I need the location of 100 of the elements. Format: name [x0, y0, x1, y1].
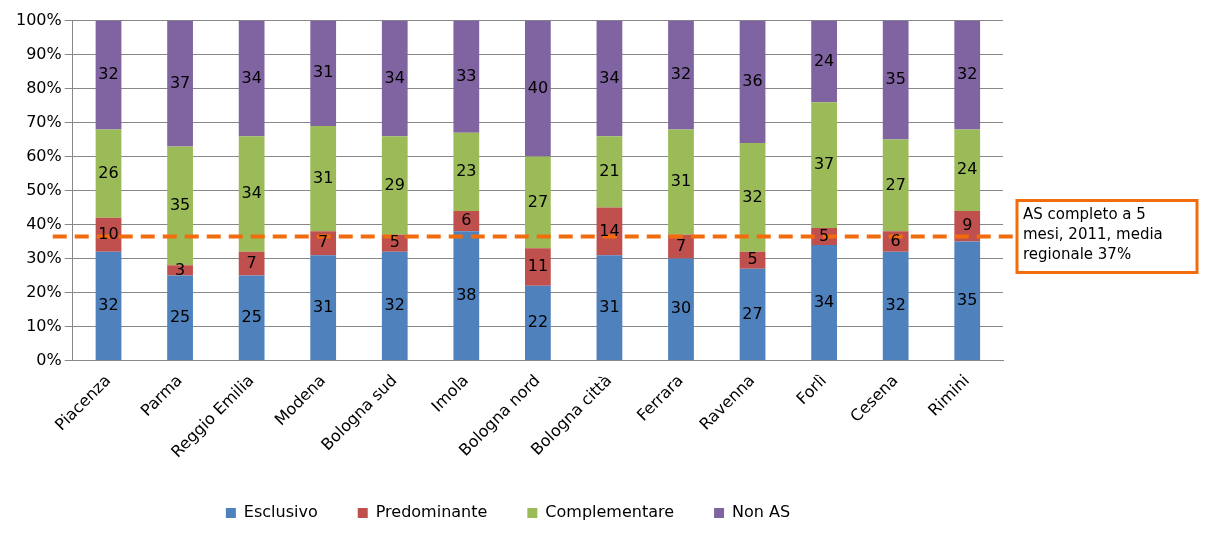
data-label: 32	[98, 64, 119, 84]
y-tick-label: 20%	[26, 281, 62, 301]
bar	[95, 129, 122, 218]
bar	[95, 251, 122, 361]
bar	[739, 20, 766, 143]
y-tick-label: 90%	[26, 43, 62, 63]
data-label: 27	[527, 191, 549, 211]
bar	[381, 20, 408, 137]
data-label: 32	[384, 295, 405, 315]
ref-line-label: AS completo a 5 mesi, 2011, media regionale 37%	[1023, 204, 1163, 263]
y-tick-label: 100%	[15, 9, 62, 29]
data-label: 31	[313, 296, 334, 316]
bar	[167, 20, 193, 147]
data-label: 31	[313, 62, 334, 82]
data-label: 35	[957, 289, 978, 309]
bar	[238, 275, 265, 361]
bar	[524, 248, 551, 286]
data-label: 5	[389, 232, 400, 252]
data-label: 35	[169, 195, 191, 215]
data-label: 24	[813, 50, 835, 70]
bar	[882, 139, 909, 232]
bar	[238, 251, 265, 276]
data-label: 33	[456, 65, 477, 85]
data-label: 10	[98, 223, 119, 243]
data-label: 32	[670, 64, 692, 84]
data-label: 36	[742, 70, 763, 90]
bar	[453, 20, 480, 133]
legend-label: Non AS	[732, 502, 791, 522]
bar	[167, 275, 193, 361]
y-tick-label: 30%	[26, 247, 62, 267]
bar	[167, 265, 193, 276]
data-label: 34	[241, 67, 262, 87]
data-label: 34	[384, 67, 405, 87]
data-label: 26	[98, 162, 119, 182]
bar	[954, 129, 981, 211]
data-label: 31	[313, 167, 334, 187]
bar	[596, 255, 623, 361]
legend-label: Complementare	[545, 502, 675, 522]
data-label: 25	[169, 306, 191, 326]
data-label: 3	[174, 259, 186, 279]
data-label: 34	[599, 67, 620, 87]
data-label: 34	[241, 183, 262, 203]
data-label: 29	[384, 174, 405, 194]
data-label: 14	[599, 220, 620, 240]
data-label: 25	[241, 306, 262, 326]
data-label: 24	[957, 159, 978, 179]
bar	[811, 20, 837, 103]
data-label: 7	[675, 235, 687, 255]
data-label: 6	[890, 230, 901, 250]
data-label: 21	[599, 161, 620, 181]
bar	[310, 125, 337, 232]
data-label: 32	[98, 295, 119, 315]
bar	[596, 136, 623, 208]
y-tick-label: 40%	[26, 213, 62, 233]
y-tick-label: 80%	[26, 77, 62, 97]
bar	[381, 251, 408, 361]
bar	[453, 132, 480, 211]
data-label: 27	[885, 174, 906, 194]
bar	[882, 20, 909, 140]
y-tick-label: 50%	[26, 179, 62, 199]
bar	[524, 156, 551, 249]
data-label: 30	[670, 298, 692, 318]
bar	[381, 136, 408, 235]
data-label: 34	[813, 291, 835, 311]
bar	[238, 136, 265, 252]
data-label: 6	[461, 210, 472, 230]
data-label: 37	[813, 154, 835, 174]
data-label: 7	[246, 252, 257, 272]
data-label: 5	[747, 249, 758, 269]
data-label: 38	[456, 284, 477, 304]
bar	[811, 102, 837, 228]
data-label: 23	[456, 161, 477, 181]
data-label: 32	[957, 64, 978, 84]
data-label: 31	[670, 171, 692, 191]
bar	[882, 251, 909, 361]
data-label: 31	[599, 296, 620, 316]
bar	[310, 20, 337, 126]
bar	[95, 20, 122, 130]
bar	[453, 231, 480, 361]
data-label: 22	[527, 312, 549, 332]
bar	[954, 20, 981, 130]
legend-label: Predominante	[375, 502, 488, 522]
bar	[310, 255, 337, 361]
bar	[811, 244, 837, 361]
y-tick-label: 70%	[26, 111, 62, 131]
bar	[739, 142, 766, 252]
data-label: 9	[962, 215, 973, 235]
bar	[524, 20, 551, 157]
data-label: 7	[318, 232, 329, 252]
bar	[238, 20, 265, 137]
bar	[954, 241, 981, 361]
y-tick-label: 60%	[26, 145, 62, 165]
data-label: 37	[169, 72, 191, 92]
data-label: 32	[742, 186, 763, 206]
data-label: 5	[819, 225, 830, 245]
y-tick-label: 10%	[26, 315, 62, 335]
bar	[739, 268, 766, 361]
y-tick-label: 0%	[36, 349, 62, 369]
data-label: 11	[527, 256, 549, 276]
legend-label: Esclusivo	[243, 502, 318, 522]
